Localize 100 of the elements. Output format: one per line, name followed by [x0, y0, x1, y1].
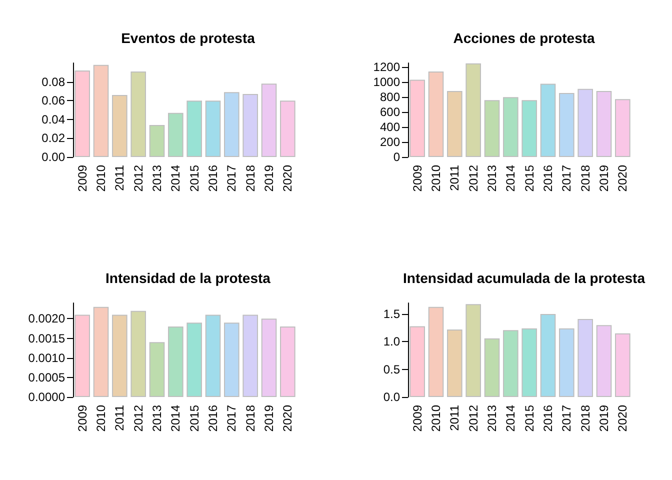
bar — [466, 63, 481, 157]
x-tick-label: 2011 — [112, 404, 127, 431]
y-tick-label: 0 — [393, 150, 400, 164]
x-tick-label: 2010 — [94, 404, 108, 432]
y-tick-label: 1.0 — [383, 334, 400, 349]
x-tick-label: 2015 — [522, 164, 536, 192]
x-tick-label: 2017 — [224, 404, 239, 432]
chart-title: Eventos de protesta — [121, 30, 256, 46]
bar — [484, 338, 500, 397]
y-tick-label: 600 — [380, 104, 400, 119]
y-tick-label: 0.0005 — [28, 370, 66, 384]
y-tick-label: 800 — [380, 90, 400, 104]
x-tick-label: 2017 — [560, 164, 574, 192]
x-tick-label: 2017 — [560, 404, 574, 432]
bar — [93, 306, 109, 397]
x-tick-label: 2009 — [410, 164, 424, 192]
bar — [168, 112, 184, 157]
y-tick-label: 0.08 — [42, 74, 66, 89]
x-tick-label: 2012 — [131, 164, 146, 192]
bar — [484, 100, 500, 157]
x-tick-label: 2020 — [280, 404, 295, 432]
y-tick-label: 200 — [380, 134, 400, 149]
x-tick-label: 2011 — [448, 404, 462, 431]
bar — [168, 326, 184, 397]
bar — [428, 306, 444, 397]
y-tick-label: 0.0015 — [28, 331, 66, 346]
x-tick-label: 2019 — [597, 164, 611, 192]
chart-title: Intensidad de la protesta — [106, 270, 271, 286]
bar — [447, 90, 462, 157]
bar — [261, 318, 277, 397]
bar — [503, 97, 518, 157]
x-tick-label: 2009 — [410, 404, 424, 432]
bar — [578, 88, 593, 157]
bar — [205, 100, 221, 157]
y-tick-label: 0.0 — [383, 390, 400, 404]
x-tick-label: 2018 — [243, 404, 258, 432]
y-tick-label: 0.02 — [42, 131, 66, 146]
chart-title: Acciones de protesta — [453, 30, 596, 46]
bar — [540, 84, 556, 157]
bar — [447, 330, 462, 397]
bar — [522, 328, 537, 397]
x-tick-label: 2019 — [262, 164, 276, 192]
bar — [149, 125, 165, 157]
y-tick-label: 1.5 — [383, 307, 400, 322]
bar — [242, 94, 258, 157]
x-tick-label: 2015 — [187, 164, 202, 192]
x-tick-label: 2019 — [262, 404, 276, 432]
bar — [280, 326, 296, 397]
bar — [596, 90, 612, 157]
x-tick-label: 2013 — [485, 404, 499, 432]
bar — [224, 92, 240, 157]
bar — [224, 322, 240, 397]
y-tick-label: 0.0010 — [28, 350, 66, 365]
bar — [242, 314, 258, 397]
bar — [261, 84, 277, 157]
x-tick-label: 2014 — [504, 164, 518, 192]
x-tick-label: 2013 — [150, 404, 164, 432]
bar — [559, 93, 574, 157]
bar — [410, 80, 425, 157]
x-tick-label: 2016 — [541, 164, 555, 192]
bar — [186, 100, 202, 157]
chart-title: Intensidad acumulada de la protesta — [403, 270, 646, 286]
bar — [130, 71, 146, 157]
x-tick-label: 2018 — [243, 164, 258, 192]
bar — [280, 100, 296, 157]
x-tick-label: 2016 — [206, 164, 220, 192]
bar — [615, 333, 630, 397]
x-tick-label: 2016 — [541, 404, 555, 432]
x-tick-label: 2018 — [578, 404, 592, 432]
x-tick-label: 2015 — [522, 404, 536, 432]
x-tick-label: 2015 — [187, 404, 202, 432]
x-tick-label: 2020 — [616, 164, 630, 192]
bar — [540, 314, 556, 397]
x-tick-label: 2014 — [504, 404, 518, 432]
x-tick-label: 2011 — [112, 164, 127, 191]
x-tick-label: 2012 — [466, 164, 480, 192]
y-tick-label: 400 — [380, 120, 400, 134]
y-tick-label: 0.06 — [42, 94, 66, 108]
bar — [112, 314, 128, 397]
bar — [466, 304, 481, 397]
x-tick-label: 2016 — [206, 404, 220, 432]
bar — [74, 314, 90, 397]
x-tick-label: 2010 — [429, 404, 443, 432]
bar — [93, 64, 109, 157]
x-tick-label: 2020 — [280, 164, 295, 192]
x-tick-label: 2009 — [75, 404, 90, 432]
bar — [503, 330, 518, 397]
y-tick-label: 0.5 — [383, 362, 400, 376]
bar — [410, 326, 425, 397]
x-tick-label: 2013 — [485, 164, 499, 192]
bar — [522, 100, 537, 157]
x-tick-label: 2019 — [597, 404, 611, 432]
x-tick-label: 2014 — [168, 404, 183, 432]
x-tick-label: 2014 — [168, 164, 183, 192]
bar — [205, 314, 221, 397]
y-tick-label: 0.0020 — [28, 312, 66, 326]
bar — [112, 94, 128, 157]
x-tick-label: 2011 — [448, 164, 462, 191]
x-tick-label: 2012 — [131, 404, 146, 432]
bar — [74, 70, 90, 157]
